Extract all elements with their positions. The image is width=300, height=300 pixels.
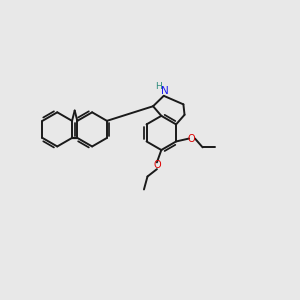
Text: H: H	[155, 82, 162, 91]
Text: O: O	[153, 160, 161, 170]
Text: N: N	[161, 85, 169, 95]
Text: O: O	[188, 134, 195, 143]
